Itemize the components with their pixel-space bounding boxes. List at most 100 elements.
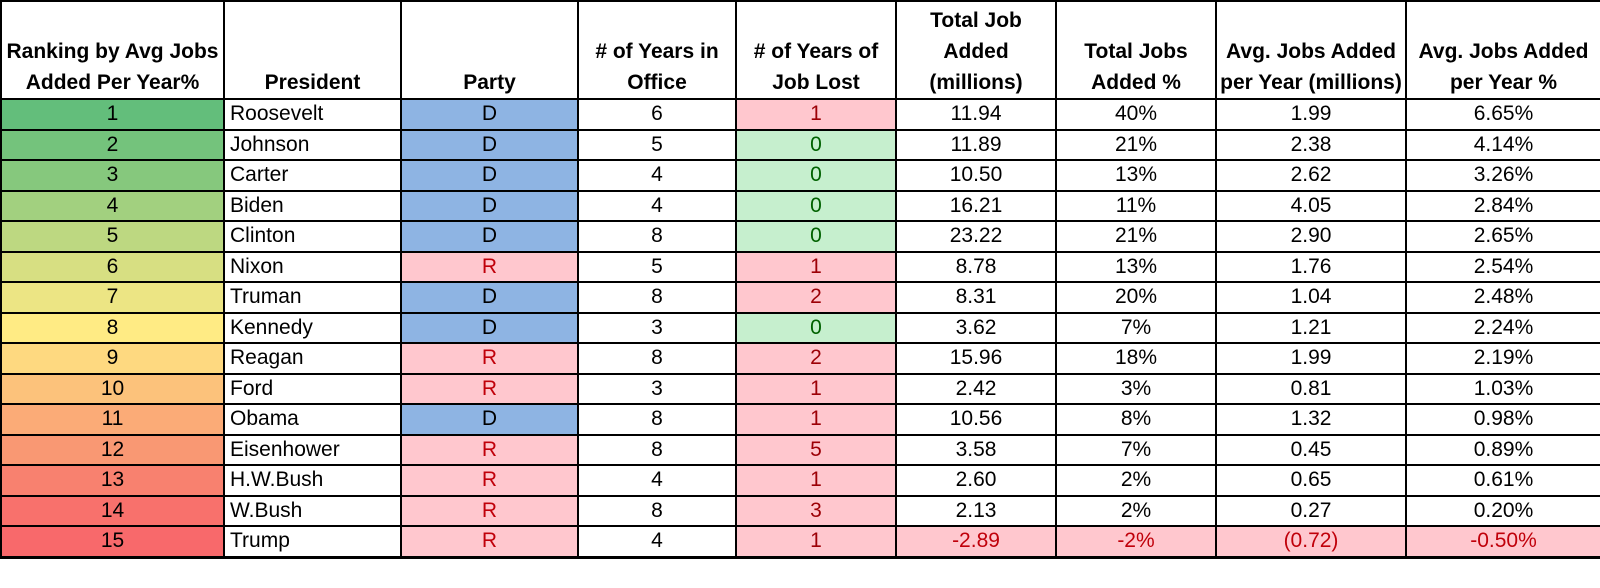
table-row: 2 Johnson D 5 0 11.89 21% 2.38 4.14% <box>0 128 1600 161</box>
president-cell: Roosevelt <box>223 98 402 131</box>
table-row: 13 H.W.Bush R 4 1 2.60 2% 0.65 0.61% <box>0 464 1600 497</box>
avg-jobs-per-year-pct-cell: 2.48% <box>1405 281 1600 314</box>
party-cell: R <box>400 433 579 466</box>
total-jobs-added-pct-cell: 8% <box>1055 403 1217 436</box>
rank-cell: 8 <box>0 311 225 344</box>
party-cell: R <box>400 464 579 497</box>
total-jobs-added-pct-cell: 2% <box>1055 464 1217 497</box>
avg-jobs-per-year-pct-cell: 2.65% <box>1405 220 1600 253</box>
table-row: 8 Kennedy D 3 0 3.62 7% 1.21 2.24% <box>0 311 1600 344</box>
total-job-added-cell: 2.60 <box>895 464 1057 497</box>
header-total-job-added: Total Job Added (millions) <box>895 0 1057 100</box>
rank-cell: 1 <box>0 98 225 131</box>
president-cell: Nixon <box>223 250 402 283</box>
years-in-office-cell: 8 <box>577 494 737 527</box>
total-job-added-cell: 23.22 <box>895 220 1057 253</box>
avg-jobs-per-year-pct-cell: 0.89% <box>1405 433 1600 466</box>
years-in-office-cell: 4 <box>577 189 737 222</box>
president-cell: H.W.Bush <box>223 464 402 497</box>
header-total-jobs-added-pct: Total Jobs Added % <box>1055 0 1217 100</box>
president-cell: Johnson <box>223 128 402 161</box>
years-in-office-cell: 8 <box>577 220 737 253</box>
total-jobs-added-pct-cell: 11% <box>1055 189 1217 222</box>
avg-jobs-per-year-pct-cell: 2.84% <box>1405 189 1600 222</box>
president-cell: Eisenhower <box>223 433 402 466</box>
years-in-office-cell: 3 <box>577 311 737 344</box>
total-job-added-cell: 11.94 <box>895 98 1057 131</box>
party-cell: D <box>400 159 579 192</box>
avg-jobs-per-year-cell: 2.90 <box>1215 220 1407 253</box>
president-cell: Trump <box>223 525 402 559</box>
table-row: 6 Nixon R 5 1 8.78 13% 1.76 2.54% <box>0 250 1600 283</box>
total-job-added-cell: 16.21 <box>895 189 1057 222</box>
years-in-office-cell: 8 <box>577 342 737 375</box>
total-jobs-added-pct-cell: 13% <box>1055 250 1217 283</box>
years-job-lost-cell: 2 <box>735 342 897 375</box>
rank-cell: 6 <box>0 250 225 283</box>
party-cell: R <box>400 342 579 375</box>
rank-cell: 7 <box>0 281 225 314</box>
header-years-in-office: # of Years in Office <box>577 0 737 100</box>
years-in-office-cell: 4 <box>577 525 737 559</box>
header-party: Party <box>400 0 579 100</box>
total-job-added-cell: 8.31 <box>895 281 1057 314</box>
avg-jobs-per-year-pct-cell: 4.14% <box>1405 128 1600 161</box>
president-cell: Obama <box>223 403 402 436</box>
years-job-lost-cell: 5 <box>735 433 897 466</box>
party-cell: D <box>400 189 579 222</box>
table-row: 5 Clinton D 8 0 23.22 21% 2.90 2.65% <box>0 220 1600 253</box>
rank-cell: 3 <box>0 159 225 192</box>
total-job-added-cell: 15.96 <box>895 342 1057 375</box>
total-job-added-cell: 10.56 <box>895 403 1057 436</box>
header-row: Ranking by Avg Jobs Added Per Year% Pres… <box>0 0 1600 100</box>
table-row: 1 Roosevelt D 6 1 11.94 40% 1.99 6.65% <box>0 98 1600 131</box>
total-jobs-added-pct-cell: 7% <box>1055 433 1217 466</box>
avg-jobs-per-year-cell: 1.04 <box>1215 281 1407 314</box>
years-in-office-cell: 5 <box>577 250 737 283</box>
party-cell: D <box>400 128 579 161</box>
avg-jobs-per-year-cell: (0.72) <box>1215 525 1407 559</box>
avg-jobs-per-year-cell: 4.05 <box>1215 189 1407 222</box>
years-job-lost-cell: 0 <box>735 128 897 161</box>
total-job-added-cell: 8.78 <box>895 250 1057 283</box>
total-job-added-cell: -2.89 <box>895 525 1057 559</box>
avg-jobs-per-year-cell: 0.45 <box>1215 433 1407 466</box>
years-job-lost-cell: 0 <box>735 220 897 253</box>
table-row: 12 Eisenhower R 8 5 3.58 7% 0.45 0.89% <box>0 433 1600 466</box>
rank-cell: 12 <box>0 433 225 466</box>
table-body: 1 Roosevelt D 6 1 11.94 40% 1.99 6.65% 2 Johnson D 5… <box>0 98 1600 559</box>
party-cell: R <box>400 372 579 405</box>
years-job-lost-cell: 1 <box>735 372 897 405</box>
years-job-lost-cell: 1 <box>735 250 897 283</box>
avg-jobs-per-year-pct-cell: 1.03% <box>1405 372 1600 405</box>
president-cell: Truman <box>223 281 402 314</box>
total-jobs-added-pct-cell: 2% <box>1055 494 1217 527</box>
avg-jobs-per-year-cell: 0.81 <box>1215 372 1407 405</box>
rank-cell: 2 <box>0 128 225 161</box>
president-cell: Ford <box>223 372 402 405</box>
party-cell: D <box>400 311 579 344</box>
total-jobs-added-pct-cell: 20% <box>1055 281 1217 314</box>
years-job-lost-cell: 1 <box>735 403 897 436</box>
header-years-job-lost: # of Years of Job Lost <box>735 0 897 100</box>
party-cell: D <box>400 98 579 131</box>
table-row: 15 Trump R 4 1 -2.89 -2% (0.72) -0.50% <box>0 525 1600 559</box>
total-job-added-cell: 3.58 <box>895 433 1057 466</box>
president-cell: Reagan <box>223 342 402 375</box>
table-row: 4 Biden D 4 0 16.21 11% 4.05 2.84% <box>0 189 1600 222</box>
avg-jobs-per-year-cell: 1.99 <box>1215 342 1407 375</box>
table-row: 11 Obama D 8 1 10.56 8% 1.32 0.98% <box>0 403 1600 436</box>
party-cell: R <box>400 250 579 283</box>
rank-cell: 15 <box>0 525 225 559</box>
party-cell: D <box>400 403 579 436</box>
header-avg-jobs-per-year-pct: Avg. Jobs Added per Year % <box>1405 0 1600 100</box>
avg-jobs-per-year-pct-cell: -0.50% <box>1405 525 1600 559</box>
total-jobs-added-pct-cell: 7% <box>1055 311 1217 344</box>
avg-jobs-per-year-cell: 0.65 <box>1215 464 1407 497</box>
total-job-added-cell: 3.62 <box>895 311 1057 344</box>
table-row: 7 Truman D 8 2 8.31 20% 1.04 2.48% <box>0 281 1600 314</box>
years-in-office-cell: 8 <box>577 403 737 436</box>
years-job-lost-cell: 0 <box>735 159 897 192</box>
party-cell: D <box>400 220 579 253</box>
table-header: Ranking by Avg Jobs Added Per Year% Pres… <box>0 0 1600 100</box>
